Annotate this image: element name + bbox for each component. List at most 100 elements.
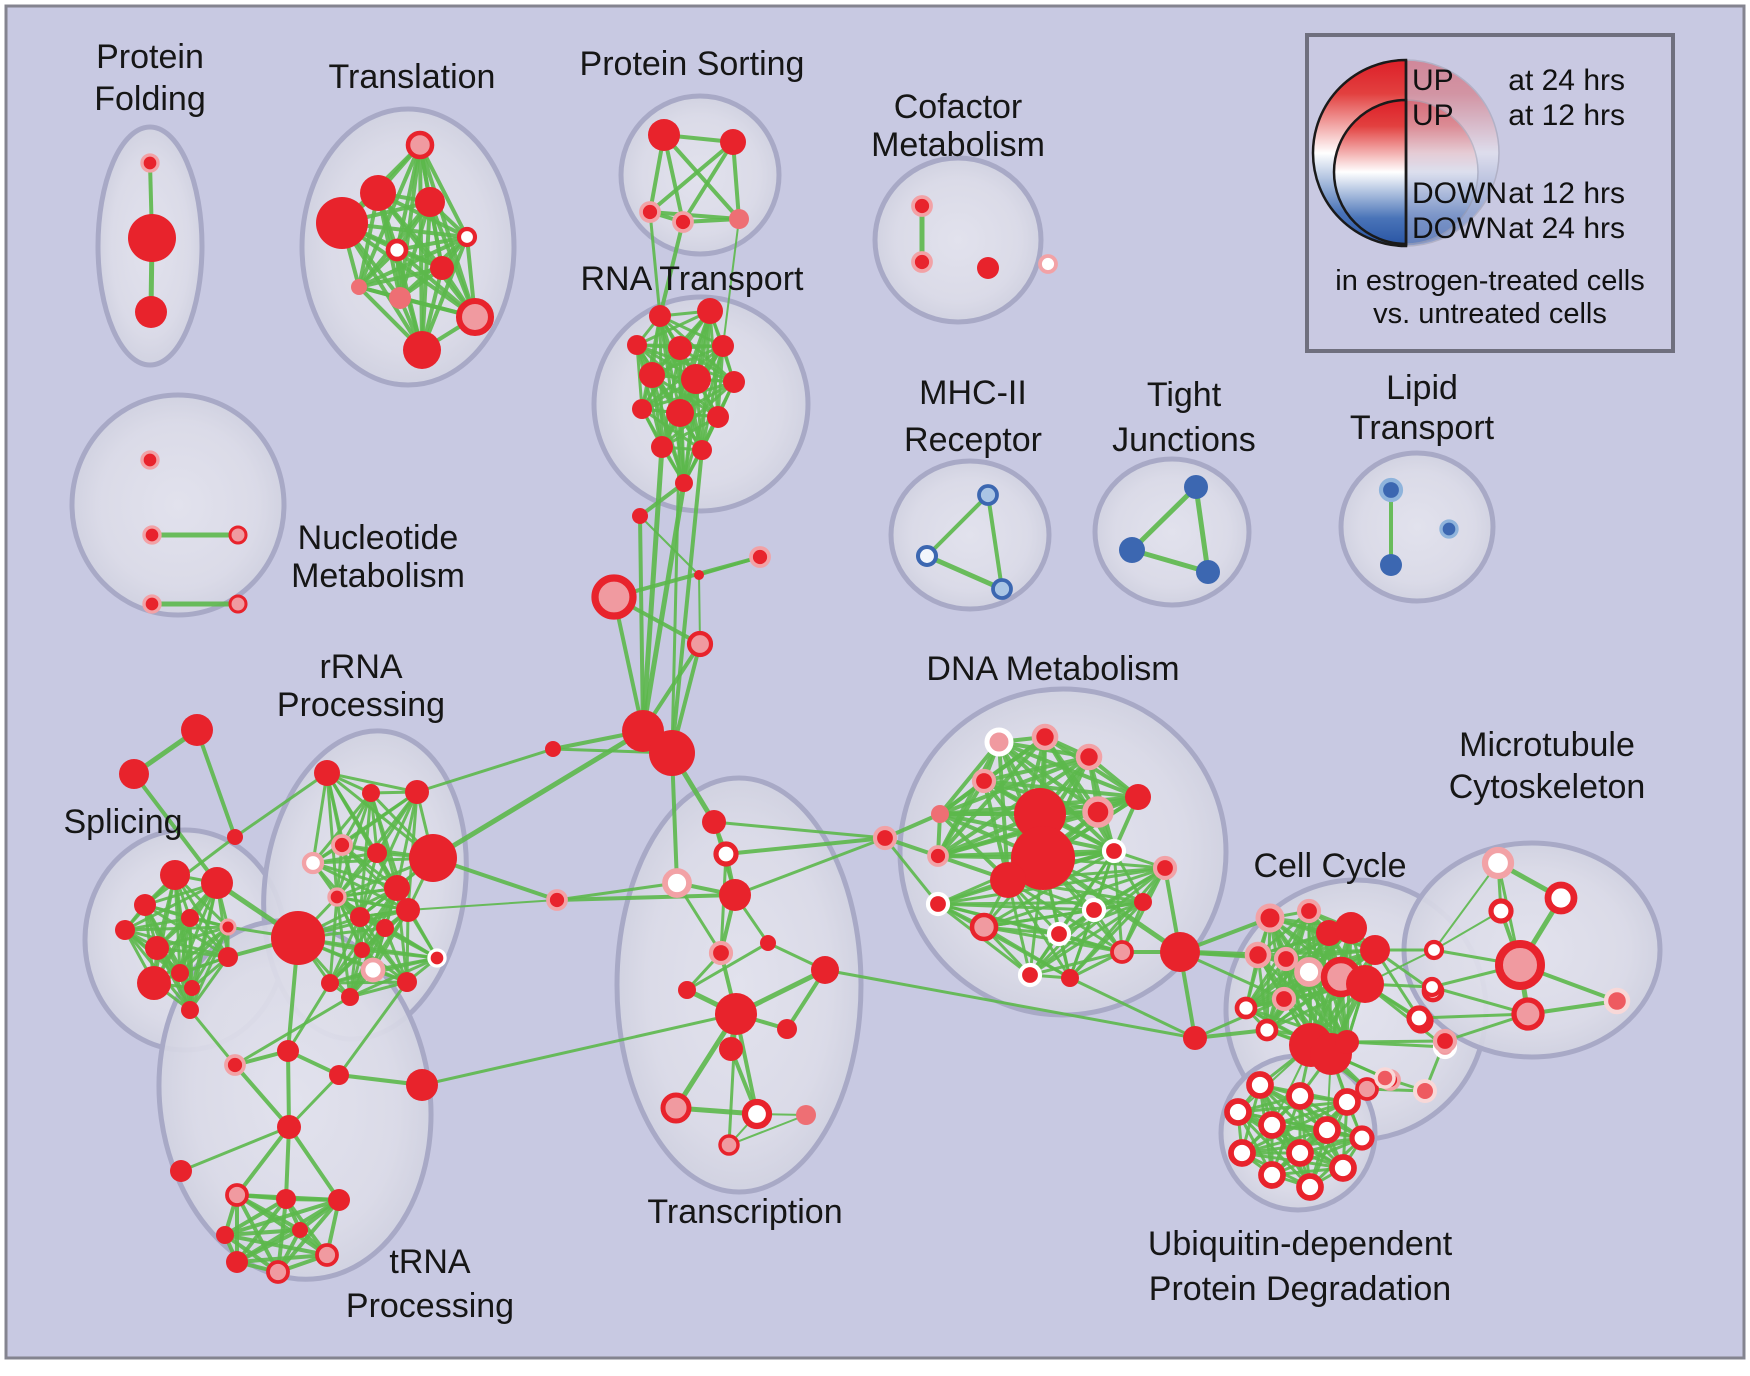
- node-ub1[interactable]: [1246, 1071, 1274, 1099]
- node-nu3[interactable]: [228, 525, 248, 545]
- node-t4[interactable]: [316, 197, 368, 249]
- node-mt2[interactable]: [1544, 881, 1578, 915]
- node-cc20[interactable]: [1355, 1077, 1379, 1101]
- node-mt6[interactable]: [1421, 976, 1443, 998]
- node-t9[interactable]: [389, 287, 411, 309]
- node-s4[interactable]: [672, 211, 694, 233]
- node-dm12[interactable]: [990, 862, 1026, 898]
- node-t3[interactable]: [415, 187, 445, 217]
- node-pf1[interactable]: [140, 153, 160, 173]
- node-rn9[interactable]: [632, 399, 652, 419]
- node-rr16[interactable]: [427, 948, 447, 968]
- node-mh1[interactable]: [977, 484, 999, 506]
- node-rr12[interactable]: [271, 911, 325, 965]
- node-hb8[interactable]: [545, 741, 561, 757]
- node-tx10[interactable]: [777, 1019, 797, 1039]
- node-rn14[interactable]: [675, 474, 693, 492]
- node-sp8[interactable]: [171, 964, 189, 982]
- node-sp10[interactable]: [184, 980, 200, 996]
- node-rr17[interactable]: [321, 974, 339, 992]
- node-dm8[interactable]: [1014, 788, 1066, 840]
- node-c4[interactable]: [1038, 254, 1058, 274]
- node-t2[interactable]: [360, 175, 396, 211]
- node-rr19[interactable]: [341, 988, 359, 1006]
- node-hb4[interactable]: [591, 574, 637, 620]
- node-ub5[interactable]: [1258, 1111, 1286, 1139]
- node-cc13[interactable]: [1255, 1018, 1279, 1042]
- node-rn2[interactable]: [697, 298, 723, 324]
- node-mt7[interactable]: [1511, 997, 1545, 1031]
- node-hb1[interactable]: [632, 508, 648, 524]
- node-rn10[interactable]: [666, 399, 694, 427]
- node-tri3[interactable]: [227, 829, 243, 845]
- node-tc7[interactable]: [225, 1183, 249, 1207]
- node-cc4[interactable]: [1335, 912, 1367, 944]
- node-tc12[interactable]: [315, 1243, 339, 1267]
- node-cc6[interactable]: [1244, 941, 1272, 969]
- node-ub11[interactable]: [1258, 1161, 1286, 1189]
- node-t1[interactable]: [405, 130, 435, 160]
- node-tj1[interactable]: [1184, 475, 1208, 499]
- node-rr2[interactable]: [362, 784, 380, 802]
- node-rn13[interactable]: [692, 440, 712, 460]
- node-dm13[interactable]: [1152, 855, 1178, 881]
- node-tc5[interactable]: [277, 1115, 301, 1139]
- node-dm15[interactable]: [1134, 893, 1152, 911]
- node-dmb[interactable]: [872, 825, 898, 851]
- node-sp5[interactable]: [219, 918, 237, 936]
- node-tx14[interactable]: [718, 1134, 740, 1156]
- node-pf3[interactable]: [135, 296, 167, 328]
- node-hb7[interactable]: [649, 730, 695, 776]
- node-tj2[interactable]: [1119, 537, 1145, 563]
- node-s5[interactable]: [729, 209, 749, 229]
- node-t11[interactable]: [403, 331, 441, 369]
- node-dm11[interactable]: [1101, 838, 1127, 864]
- node-t7[interactable]: [430, 256, 454, 280]
- node-ub10[interactable]: [1329, 1154, 1357, 1182]
- node-nu5[interactable]: [228, 594, 248, 614]
- node-dm3[interactable]: [1075, 743, 1103, 771]
- node-lp3[interactable]: [1439, 519, 1459, 539]
- node-rr1[interactable]: [314, 760, 340, 786]
- node-dm16[interactable]: [1081, 897, 1107, 923]
- node-tri1[interactable]: [181, 714, 213, 746]
- node-hb3[interactable]: [694, 570, 704, 580]
- node-mt12[interactable]: [1413, 1079, 1437, 1103]
- node-tx12[interactable]: [741, 1098, 773, 1130]
- node-mt4[interactable]: [1423, 939, 1445, 961]
- node-tx3[interactable]: [662, 868, 692, 898]
- node-mt1[interactable]: [1481, 846, 1515, 880]
- node-lp2[interactable]: [1380, 554, 1402, 576]
- node-sp12[interactable]: [115, 920, 135, 940]
- node-tx15[interactable]: [719, 1037, 743, 1061]
- node-tc10[interactable]: [216, 1226, 234, 1244]
- node-rr6[interactable]: [367, 843, 387, 863]
- node-lp1[interactable]: [1378, 477, 1404, 503]
- node-tx11[interactable]: [660, 1092, 692, 1124]
- node-rr10[interactable]: [350, 907, 370, 927]
- node-cc16[interactable]: [1335, 1030, 1359, 1054]
- node-mt3[interactable]: [1488, 898, 1514, 924]
- node-cc5[interactable]: [1360, 935, 1390, 965]
- node-t8[interactable]: [351, 279, 367, 295]
- node-mt11[interactable]: [1374, 1067, 1396, 1089]
- node-rn4[interactable]: [668, 336, 692, 360]
- node-rn8[interactable]: [723, 371, 745, 393]
- node-hb2[interactable]: [749, 546, 771, 568]
- node-tx6[interactable]: [760, 935, 776, 951]
- node-sp4[interactable]: [181, 909, 199, 927]
- node-rn7[interactable]: [681, 364, 711, 394]
- node-tx9[interactable]: [811, 956, 839, 984]
- node-t6[interactable]: [385, 238, 409, 262]
- node-tc4[interactable]: [406, 1069, 438, 1101]
- node-dm6[interactable]: [1082, 796, 1114, 828]
- node-ub7[interactable]: [1349, 1125, 1375, 1151]
- node-cc7[interactable]: [1273, 946, 1299, 972]
- node-tc9[interactable]: [328, 1189, 350, 1211]
- node-dm4[interactable]: [971, 768, 997, 794]
- node-mh3[interactable]: [991, 578, 1013, 600]
- node-nu4[interactable]: [142, 594, 162, 614]
- node-dm14[interactable]: [925, 891, 951, 917]
- node-rr4[interactable]: [331, 834, 353, 856]
- node-tc13[interactable]: [266, 1260, 290, 1284]
